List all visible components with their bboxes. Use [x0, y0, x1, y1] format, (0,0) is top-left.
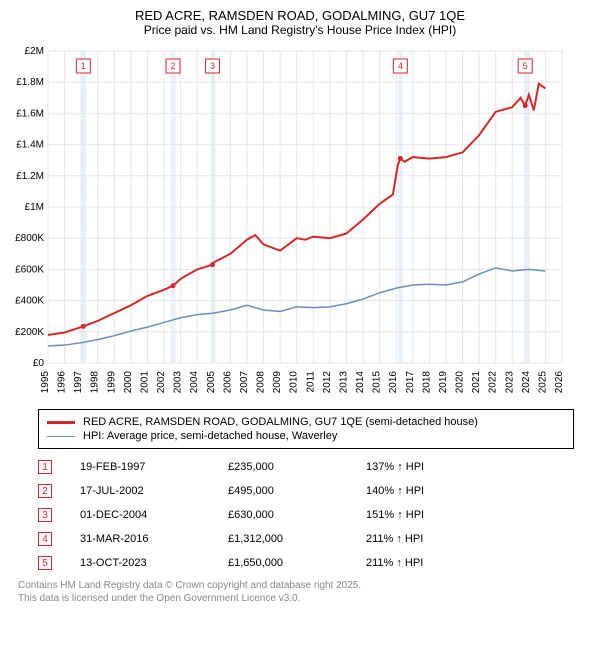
svg-text:2012: 2012 [322, 371, 333, 394]
svg-text:2015: 2015 [372, 371, 383, 394]
title-block: RED ACRE, RAMSDEN ROAD, GODALMING, GU7 1… [10, 8, 590, 37]
legend-label: HPI: Average price, semi-detached house,… [83, 430, 337, 442]
svg-text:£1.6M: £1.6M [16, 108, 44, 119]
svg-text:2021: 2021 [471, 371, 482, 394]
row-date: 13-OCT-2023 [80, 557, 200, 569]
svg-text:4: 4 [398, 61, 403, 71]
row-marker: 1 [38, 460, 52, 474]
legend-label: RED ACRE, RAMSDEN ROAD, GODALMING, GU7 1… [83, 416, 478, 428]
svg-text:£2M: £2M [25, 46, 44, 57]
svg-text:2000: 2000 [123, 371, 134, 394]
table-row: 1 19-FEB-1997 £235,000 137% ↑ HPI [38, 455, 586, 479]
row-hpi: 151% ↑ HPI [366, 509, 486, 521]
row-date: 31-MAR-2016 [80, 533, 200, 545]
svg-text:2007: 2007 [239, 371, 250, 394]
row-date: 17-JUL-2002 [80, 485, 200, 497]
svg-text:2001: 2001 [139, 371, 150, 394]
svg-text:2009: 2009 [272, 371, 283, 394]
chart-container: RED ACRE, RAMSDEN ROAD, GODALMING, GU7 1… [0, 0, 600, 613]
svg-text:£1M: £1M [25, 202, 44, 213]
svg-text:£1.4M: £1.4M [16, 140, 44, 151]
svg-text:2004: 2004 [189, 371, 200, 394]
legend: RED ACRE, RAMSDEN ROAD, GODALMING, GU7 1… [38, 409, 574, 449]
svg-text:1996: 1996 [57, 371, 68, 394]
svg-text:£0: £0 [33, 358, 45, 369]
row-hpi: 211% ↑ HPI [366, 533, 486, 545]
svg-text:£1.2M: £1.2M [16, 171, 44, 182]
chart-area: £0 £200K £400K £600K £800K £1M £1.2M £1.4M £1.6M… [10, 43, 590, 403]
row-price: £630,000 [228, 509, 338, 521]
sales-table: 1 19-FEB-1997 £235,000 137% ↑ HPI 2 17-JUL-20… [38, 455, 586, 575]
svg-text:2013: 2013 [338, 371, 349, 394]
row-hpi: 137% ↑ HPI [366, 461, 486, 473]
svg-text:2018: 2018 [421, 371, 432, 394]
svg-text:2008: 2008 [256, 371, 267, 394]
footer-line-2: This data is licensed under the Open Gov… [18, 592, 586, 605]
table-row: 2 17-JUL-2002 £495,000 140% ↑ HPI [38, 479, 586, 503]
svg-text:2006: 2006 [222, 371, 233, 394]
svg-text:1999: 1999 [106, 371, 117, 394]
svg-text:£400K: £400K [15, 296, 44, 307]
row-price: £495,000 [228, 485, 338, 497]
svg-text:2014: 2014 [355, 371, 366, 394]
svg-text:2002: 2002 [156, 371, 167, 394]
row-date: 01-DEC-2004 [80, 509, 200, 521]
svg-text:2010: 2010 [289, 371, 300, 394]
legend-item: RED ACRE, RAMSDEN ROAD, GODALMING, GU7 1… [47, 416, 565, 428]
row-price: £1,312,000 [228, 533, 338, 545]
row-marker: 4 [38, 532, 52, 546]
legend-item: HPI: Average price, semi-detached house,… [47, 430, 565, 442]
svg-text:2016: 2016 [388, 371, 399, 394]
table-row: 4 31-MAR-2016 £1,312,000 211% ↑ HPI [38, 527, 586, 551]
svg-text:2003: 2003 [173, 371, 184, 394]
row-marker: 3 [38, 508, 52, 522]
row-hpi: 140% ↑ HPI [366, 485, 486, 497]
table-row: 3 01-DEC-2004 £630,000 151% ↑ HPI [38, 503, 586, 527]
svg-text:2023: 2023 [504, 371, 515, 394]
svg-text:2020: 2020 [455, 371, 466, 394]
row-price: £235,000 [228, 461, 338, 473]
svg-text:1995: 1995 [40, 371, 51, 394]
svg-text:£1.8M: £1.8M [16, 77, 44, 88]
svg-text:2026: 2026 [554, 371, 565, 394]
svg-text:£800K: £800K [15, 233, 44, 244]
svg-text:1: 1 [81, 61, 86, 71]
row-date: 19-FEB-1997 [80, 461, 200, 473]
footer-line-1: Contains HM Land Registry data © Crown c… [18, 579, 586, 592]
svg-text:2019: 2019 [438, 371, 449, 394]
row-hpi: 211% ↑ HPI [366, 557, 486, 569]
table-row: 5 13-OCT-2023 £1,650,000 211% ↑ HPI [38, 551, 586, 575]
chart-title: RED ACRE, RAMSDEN ROAD, GODALMING, GU7 1… [10, 8, 590, 23]
line-chart: £0 £200K £400K £600K £800K £1M £1.2M £1.4M £1.6M… [10, 43, 570, 403]
svg-text:£600K: £600K [15, 264, 44, 275]
svg-text:2024: 2024 [521, 371, 532, 394]
svg-text:2011: 2011 [305, 371, 316, 393]
row-marker: 5 [38, 556, 52, 570]
svg-text:1997: 1997 [73, 371, 84, 394]
legend-swatch [47, 421, 75, 424]
row-price: £1,650,000 [228, 557, 338, 569]
svg-text:5: 5 [523, 61, 528, 71]
row-marker: 2 [38, 484, 52, 498]
svg-text:2: 2 [171, 61, 176, 71]
footer-attribution: Contains HM Land Registry data © Crown c… [18, 579, 586, 605]
svg-text:3: 3 [210, 61, 215, 71]
svg-text:2022: 2022 [488, 371, 499, 394]
legend-swatch [47, 436, 75, 437]
svg-text:£200K: £200K [15, 327, 44, 338]
chart-subtitle: Price paid vs. HM Land Registry's House … [10, 23, 590, 37]
svg-text:2005: 2005 [206, 371, 217, 394]
svg-text:2017: 2017 [405, 371, 416, 394]
svg-text:1998: 1998 [90, 371, 101, 394]
svg-text:2025: 2025 [537, 371, 548, 394]
